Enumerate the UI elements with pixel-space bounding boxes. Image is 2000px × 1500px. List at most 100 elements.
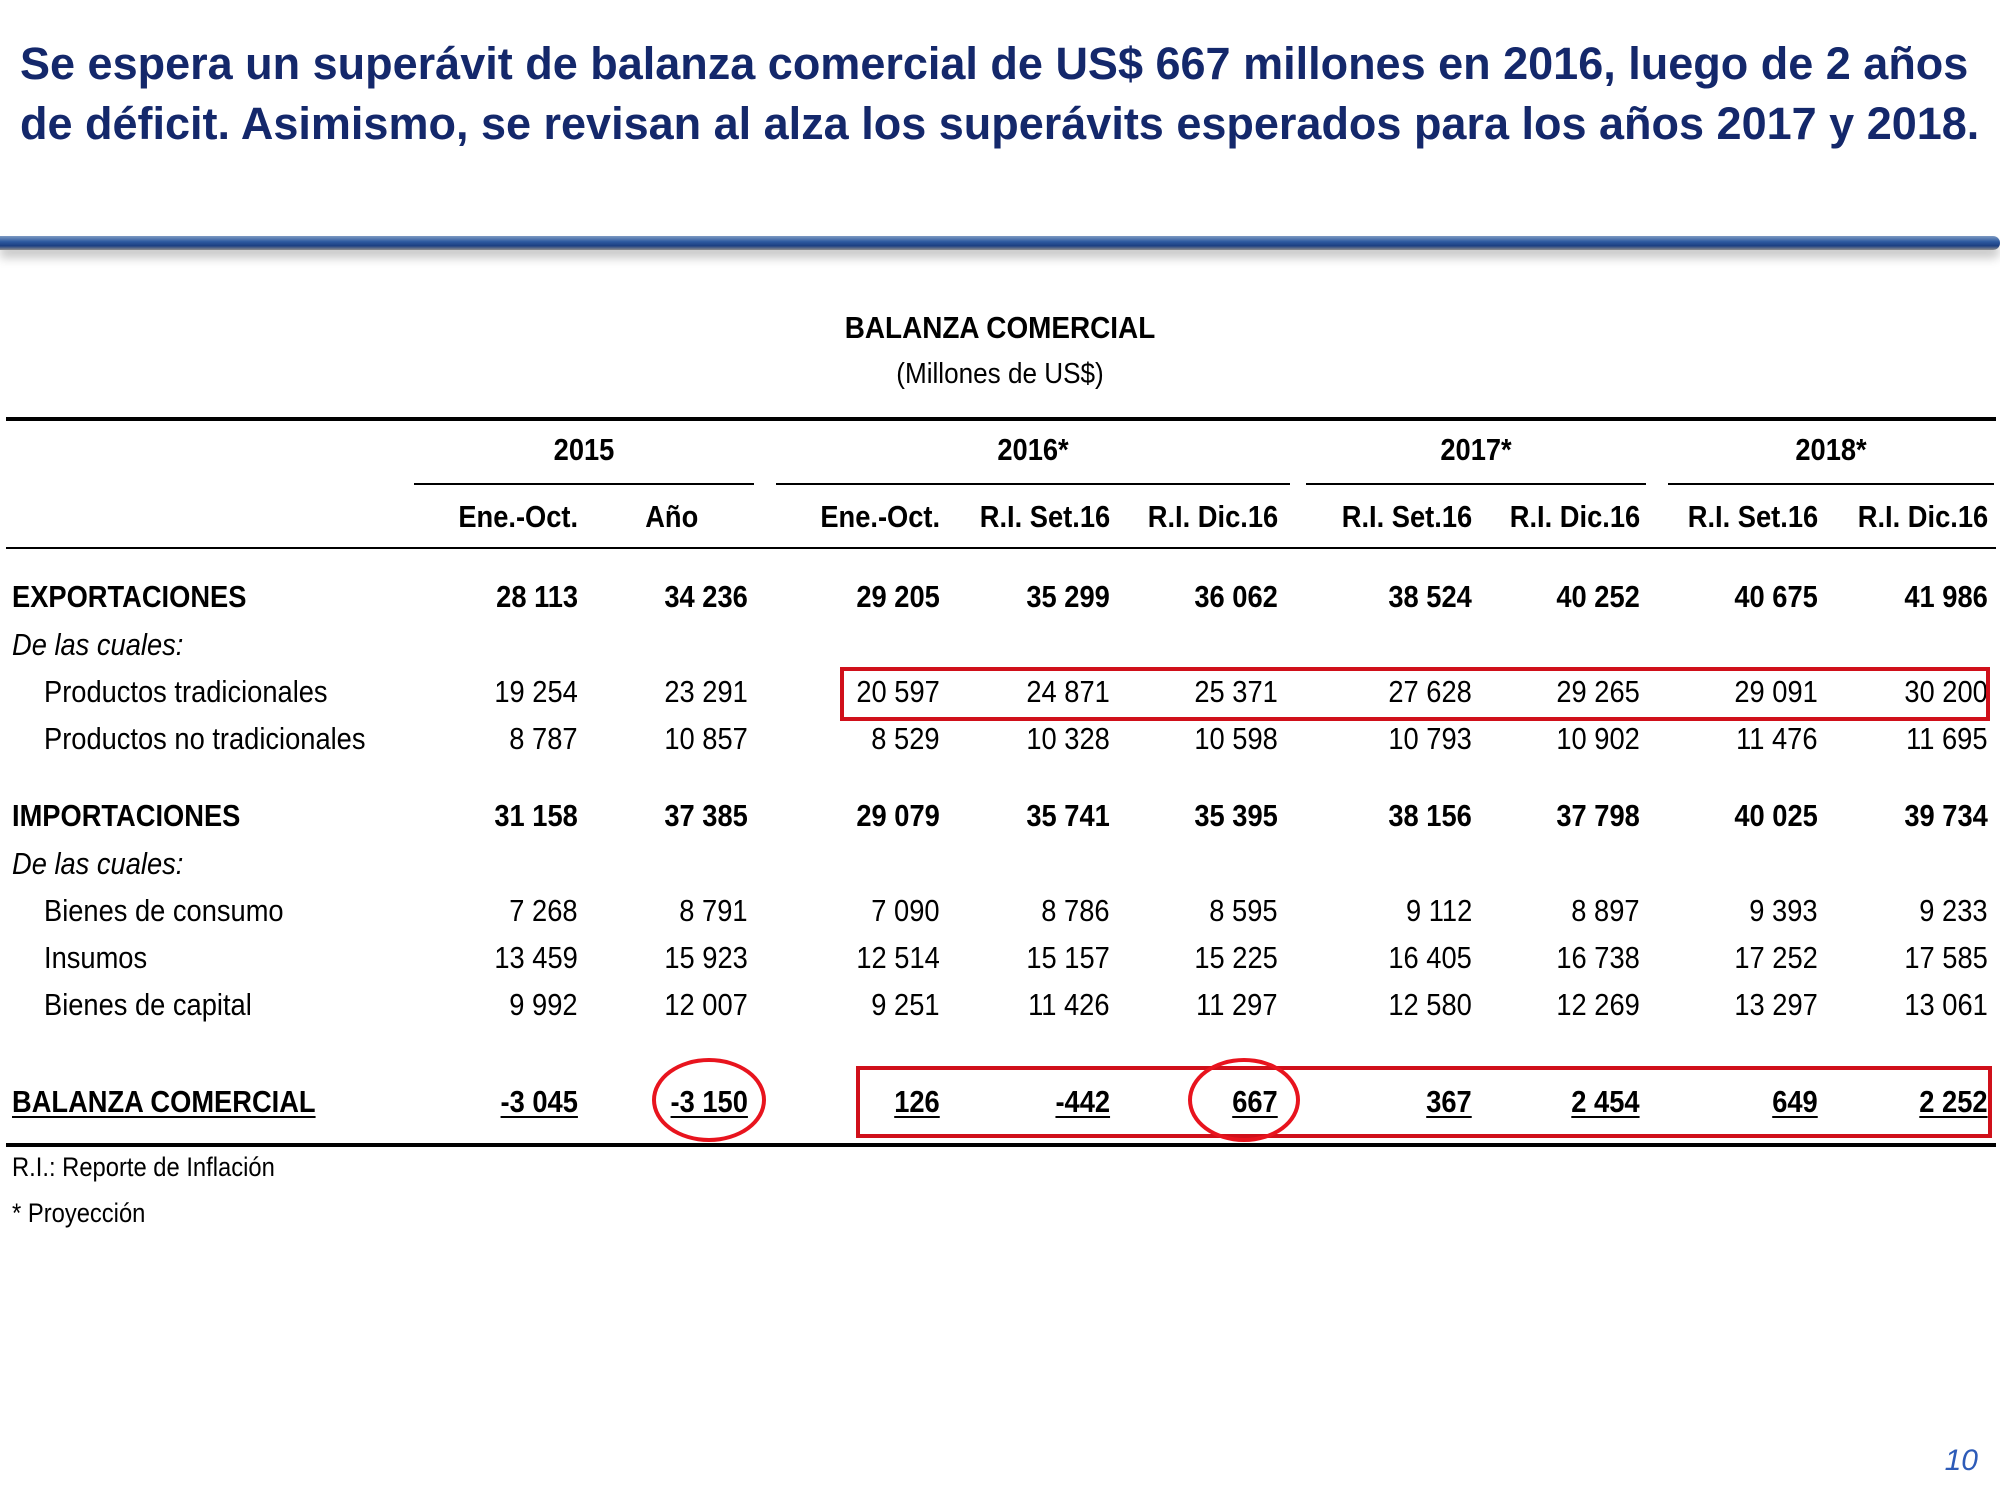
page-number: 10 xyxy=(1944,1444,1978,1477)
table-cell: 40 025 xyxy=(1734,798,1818,833)
table-cell: 126 xyxy=(894,1084,940,1119)
table-cell: 28 113 xyxy=(496,579,578,614)
table-cell: 41 986 xyxy=(1904,579,1988,614)
table-cell: 649 xyxy=(1772,1084,1818,1119)
column-header: R.I. Dic.16 xyxy=(1147,499,1278,534)
table-cell: 10 598 xyxy=(1194,721,1278,756)
table-cell: 8 791 xyxy=(679,893,748,928)
table-cell: 38 524 xyxy=(1388,579,1472,614)
table-cell: 29 079 xyxy=(856,798,940,833)
group-underline-2016 xyxy=(776,483,1290,485)
row-label-de-las-cuales: De las cuales: xyxy=(12,846,184,881)
table-cell: 36 062 xyxy=(1194,579,1278,614)
group-underline-2015 xyxy=(414,483,754,485)
row-label-exportaciones: EXPORTACIONES xyxy=(12,579,247,614)
row-label-bienes-de-consumo: Bienes de consumo xyxy=(44,893,284,928)
group-header-2016: 2016* xyxy=(997,432,1069,467)
table-cell: 40 675 xyxy=(1734,579,1818,614)
table-cell: 10 793 xyxy=(1388,721,1472,756)
table-cell: 13 061 xyxy=(1904,987,1988,1022)
header-bottom-rule xyxy=(6,547,1996,549)
table-cell: 2 252 xyxy=(1919,1084,1988,1119)
column-header: R.I. Dic.16 xyxy=(1509,499,1640,534)
table-cell: 10 902 xyxy=(1556,721,1640,756)
table-cell: 25 371 xyxy=(1194,674,1278,709)
group-underline-2018 xyxy=(1668,483,1994,485)
table-cell: 27 628 xyxy=(1388,674,1472,709)
table-cell: 11 297 xyxy=(1196,987,1278,1022)
table-cell: 16 738 xyxy=(1556,940,1640,975)
table-cell: 11 476 xyxy=(1736,721,1818,756)
table-subtitle: (Millones de US$) xyxy=(896,358,1104,390)
table-cell: 12 514 xyxy=(856,940,940,975)
table-cell: 35 395 xyxy=(1194,798,1278,833)
table-cell: 10 857 xyxy=(664,721,748,756)
table-cell: 30 200 xyxy=(1904,674,1988,709)
table-cell: 10 328 xyxy=(1026,721,1110,756)
highlight-oval-667 xyxy=(1188,1058,1300,1142)
table-cell: 34 236 xyxy=(664,579,748,614)
footnote-ri: R.I.: Reporte de Inflación xyxy=(12,1152,275,1182)
table-cell: 40 252 xyxy=(1556,579,1640,614)
table-cell: 37 798 xyxy=(1556,798,1640,833)
table-cell: 9 251 xyxy=(871,987,940,1022)
table-cell: 8 786 xyxy=(1041,893,1110,928)
highlight-box-productos-tradicionales xyxy=(840,667,1990,721)
table-cell: 35 741 xyxy=(1026,798,1110,833)
table-cell: 15 923 xyxy=(664,940,748,975)
table-cell: -442 xyxy=(1055,1084,1110,1119)
column-header: R.I. Set.16 xyxy=(979,499,1110,534)
row-label-insumos: Insumos xyxy=(44,940,148,975)
table-cell: 23 291 xyxy=(664,674,748,709)
row-label-bienes-de-capital: Bienes de capital xyxy=(44,987,252,1022)
table-title: BALANZA COMERCIAL xyxy=(844,310,1156,345)
table-cell: 7 090 xyxy=(871,893,940,928)
column-header: Ene.-Oct. xyxy=(820,499,940,534)
table-cell: 29 205 xyxy=(856,579,940,614)
column-header: Año xyxy=(644,499,698,534)
table-cell: 16 405 xyxy=(1388,940,1472,975)
title-divider-bar xyxy=(0,236,2000,250)
table-cell: 11 695 xyxy=(1906,721,1988,756)
row-label-de-las-cuales: De las cuales: xyxy=(12,627,184,662)
table-top-rule xyxy=(6,417,1996,421)
column-header: R.I. Set.16 xyxy=(1687,499,1818,534)
row-label-importaciones: IMPORTACIONES xyxy=(12,798,241,833)
group-header-2018: 2018* xyxy=(1795,432,1867,467)
table-bottom-rule xyxy=(6,1143,1996,1147)
highlight-oval-2015-year xyxy=(652,1058,766,1142)
table-cell: 38 156 xyxy=(1388,798,1472,833)
slide-title: Se espera un superávit de balanza comerc… xyxy=(20,38,1980,149)
table-cell: 39 734 xyxy=(1904,798,1988,833)
table-cell: 8 787 xyxy=(509,721,578,756)
table-cell: 9 393 xyxy=(1749,893,1818,928)
table-cell: 9 233 xyxy=(1919,893,1988,928)
table-cell: 367 xyxy=(1426,1084,1472,1119)
table-cell: 29 091 xyxy=(1734,674,1818,709)
table-cell: 13 459 xyxy=(494,940,578,975)
table-cell: 9 992 xyxy=(509,987,578,1022)
row-label-productos-tradicionales: Productos tradicionales xyxy=(44,674,328,709)
table-cell: 12 269 xyxy=(1556,987,1640,1022)
table-cell: 7 268 xyxy=(509,893,578,928)
column-header: R.I. Set.16 xyxy=(1341,499,1472,534)
table-cell: 8 595 xyxy=(1209,893,1278,928)
table-cell: 11 426 xyxy=(1028,987,1110,1022)
row-label-productos-no-tradicionales: Productos no tradicionales xyxy=(44,721,366,756)
table-cell: 24 871 xyxy=(1026,674,1110,709)
table-cell: 8 897 xyxy=(1571,893,1640,928)
column-header: Ene.-Oct. xyxy=(458,499,578,534)
table-cell: -3 045 xyxy=(500,1084,578,1119)
table-cell: 15 225 xyxy=(1194,940,1278,975)
table-cell: 37 385 xyxy=(664,798,748,833)
table-cell: 29 265 xyxy=(1556,674,1640,709)
group-header-2017: 2017* xyxy=(1440,432,1512,467)
table-cell: 8 529 xyxy=(871,721,940,756)
table-cell: 12 007 xyxy=(664,987,748,1022)
table-cell: 17 585 xyxy=(1904,940,1988,975)
highlight-box-balanza-projections xyxy=(856,1066,1992,1138)
group-header-2015: 2015 xyxy=(553,432,615,467)
group-underline-2017 xyxy=(1306,483,1646,485)
table-cell: 9 112 xyxy=(1405,893,1472,928)
table-cell: 2 454 xyxy=(1571,1084,1640,1119)
